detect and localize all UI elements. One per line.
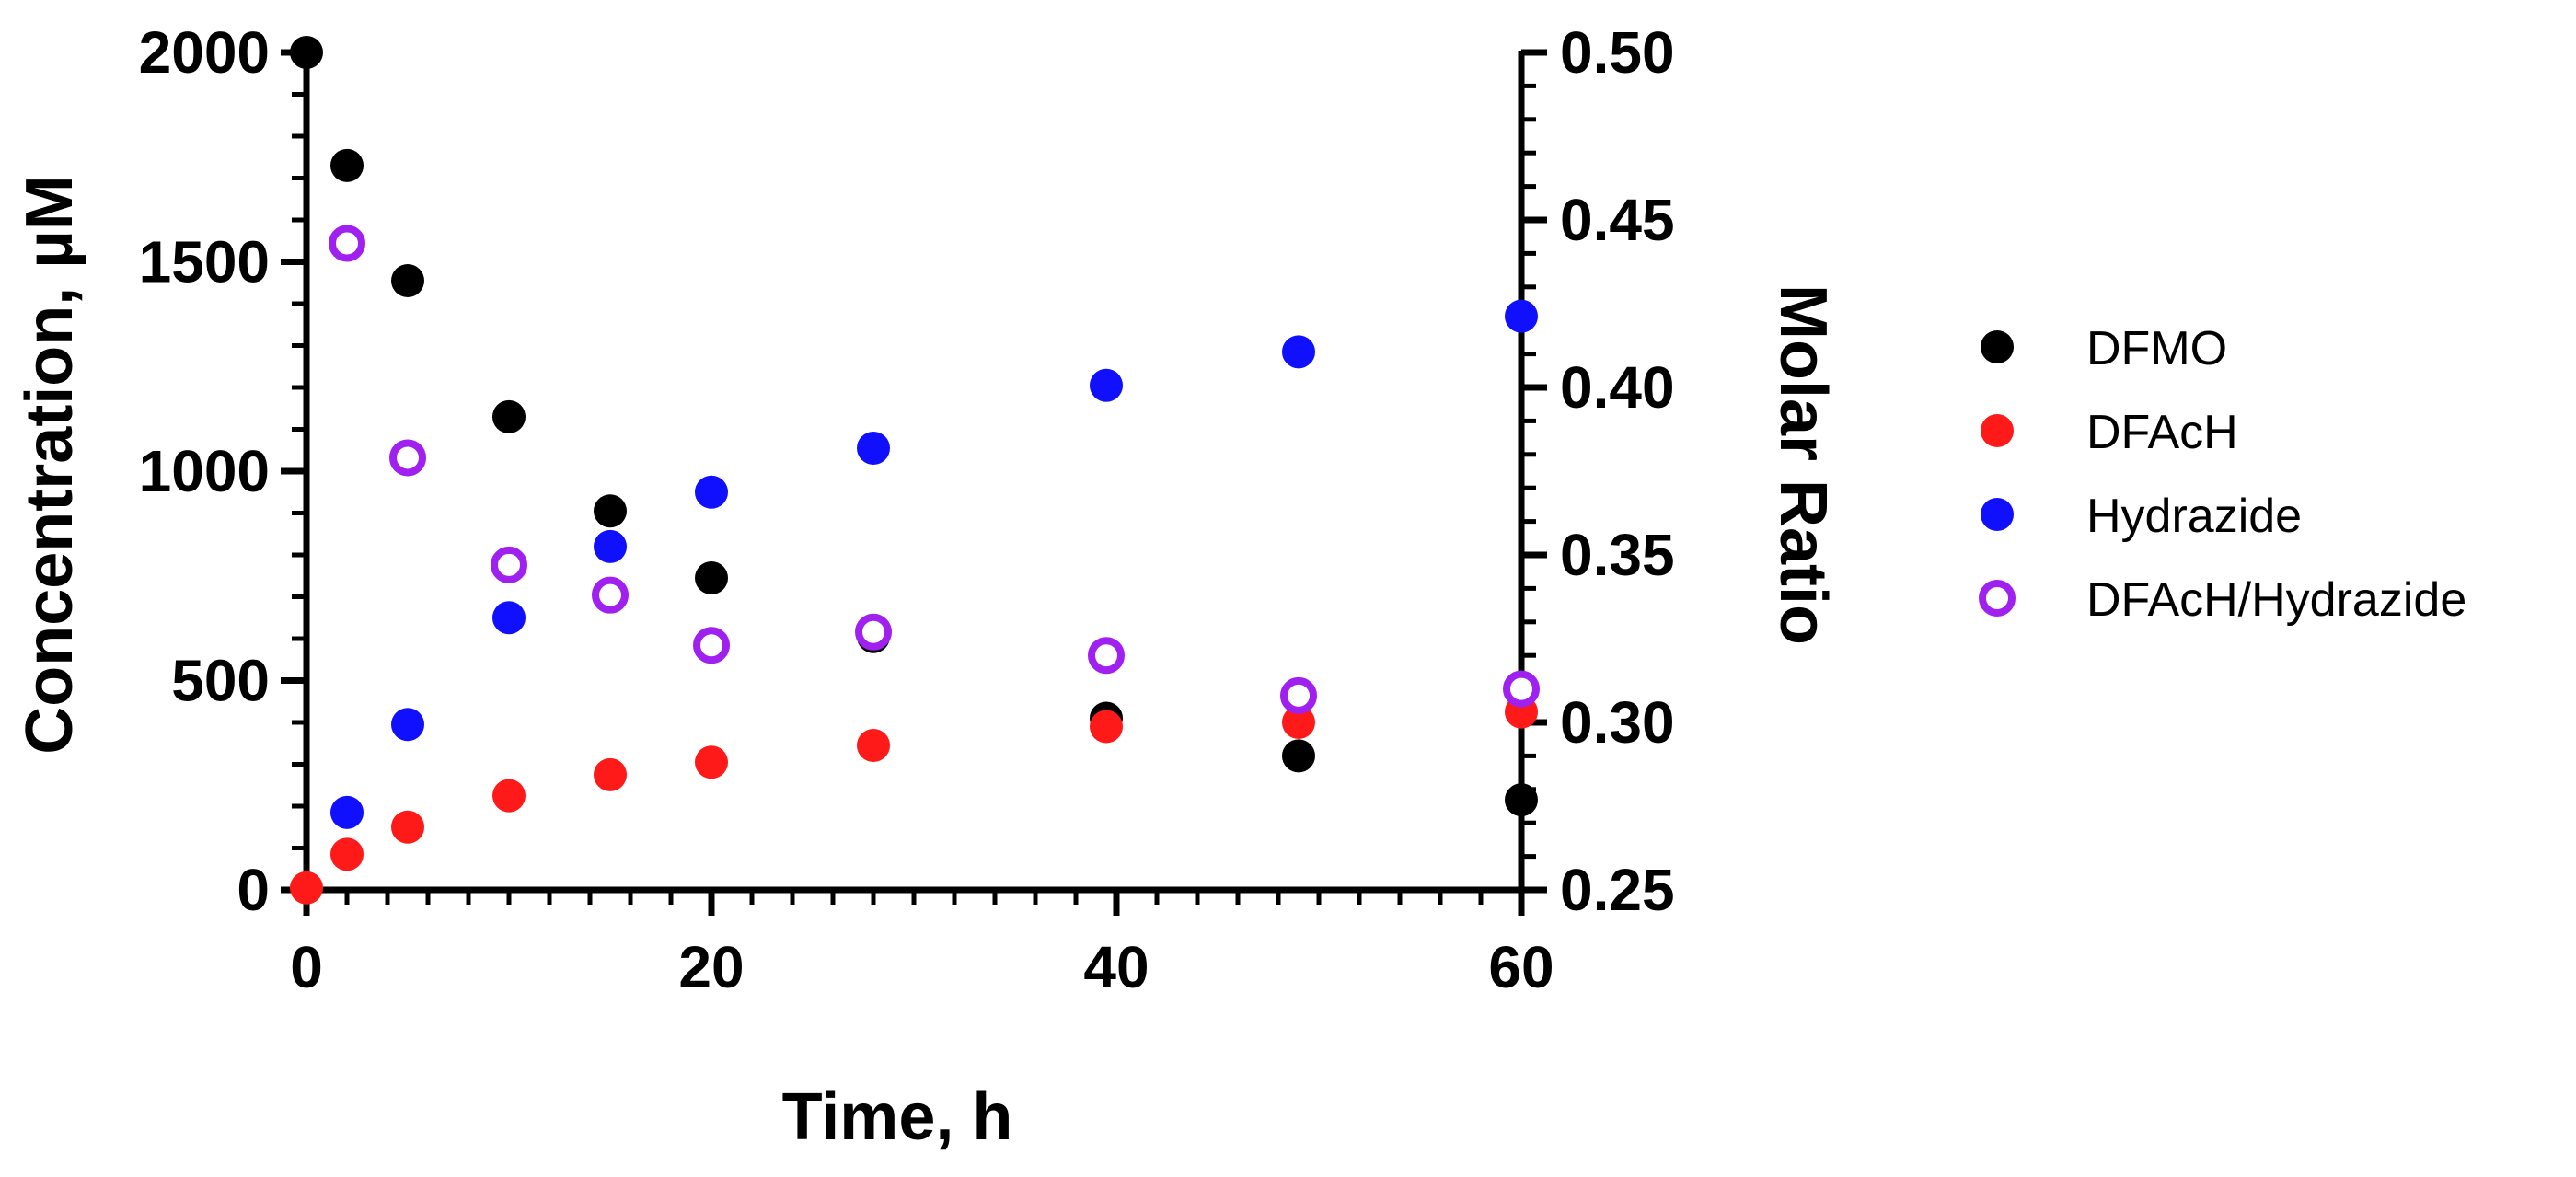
y2-tick-label: 0.40 — [1560, 354, 1675, 421]
point-dfmo — [391, 263, 424, 297]
point-dfach-hydrazide — [329, 225, 365, 262]
legend-marker-dfmo — [1981, 330, 2014, 363]
y2-tick-label: 0.35 — [1560, 522, 1675, 588]
point-dfmo — [594, 494, 627, 528]
point-dfach-hydrazide — [1503, 670, 1540, 708]
y-tick-label: 1500 — [139, 229, 270, 295]
y2-tick-label: 0.25 — [1560, 857, 1675, 923]
y2-tick-label: 0.45 — [1560, 187, 1675, 253]
point-dfmo — [695, 561, 728, 595]
x-tick-label: 0 — [290, 934, 323, 1000]
point-dfach-hydrazide — [389, 439, 426, 477]
point-dfmo — [330, 148, 364, 182]
legend-marker-dfach-hydrazide — [1979, 580, 2016, 617]
y-tick-label: 0 — [237, 857, 270, 923]
point-dfmo — [492, 399, 526, 433]
axes-layer: 0 500 1000 1500 2000 0.25 0.30 0.35 0.40 0.45 0.50… — [139, 19, 1675, 1000]
y-axis-title: Concentration, µM — [13, 175, 87, 754]
point-hydrazide — [1090, 368, 1123, 402]
point-dfach — [695, 745, 728, 779]
point-hydrazide — [857, 431, 890, 465]
point-hydrazide — [1282, 335, 1315, 369]
point-dfach — [391, 810, 424, 844]
point-dfach — [857, 729, 890, 763]
point-dfach — [1282, 706, 1315, 739]
marks-layer — [290, 36, 1540, 905]
y-tick-label: 2000 — [139, 19, 270, 86]
y-tick-label: 500 — [171, 648, 270, 714]
x-tick-label: 60 — [1488, 934, 1554, 1000]
point-dfach — [290, 871, 323, 905]
point-hydrazide — [1505, 299, 1538, 333]
point-dfach-hydrazide — [1088, 637, 1125, 675]
legend-label-dfach: DFAcH — [2086, 406, 2238, 459]
y2-tick-label: 0.30 — [1560, 689, 1675, 756]
x-axis-title: Time, h — [782, 1080, 1013, 1154]
x-tick-label: 40 — [1083, 934, 1149, 1000]
legend-marker-dfach — [1981, 414, 2014, 447]
y2-tick-label: 0.50 — [1560, 19, 1675, 86]
point-hydrazide — [492, 601, 526, 635]
point-dfach — [594, 757, 627, 791]
legend-label-hydrazide: Hydrazide — [2086, 490, 2302, 543]
point-dfach-hydrazide — [592, 576, 629, 614]
point-hydrazide — [330, 795, 364, 829]
point-dfach — [330, 837, 364, 871]
x-tick-label: 20 — [678, 934, 744, 1000]
point-dfach-hydrazide — [1280, 676, 1317, 714]
point-hydrazide — [391, 708, 424, 742]
point-dfmo — [1505, 783, 1538, 817]
point-dfmo — [290, 36, 323, 69]
legend: DFMO DFAcH Hydrazide DFAcH/Hydrazide — [1979, 322, 2466, 627]
point-dfach-hydrazide — [855, 613, 892, 651]
point-dfach-hydrazide — [491, 546, 527, 583]
point-dfach — [1090, 710, 1123, 744]
point-dfmo — [1282, 739, 1315, 773]
y-tick-label: 1000 — [139, 438, 270, 504]
legend-marker-hydrazide — [1981, 498, 2014, 531]
y2-axis-title: Molar Ratio — [1766, 284, 1840, 645]
legend-label-dfmo: DFMO — [2086, 322, 2227, 375]
point-dfach — [492, 779, 526, 813]
point-hydrazide — [594, 529, 627, 563]
point-dfach-hydrazide — [693, 627, 730, 664]
point-hydrazide — [695, 475, 728, 509]
legend-label-dfach-hydrazide: DFAcH/Hydrazide — [2086, 573, 2466, 627]
